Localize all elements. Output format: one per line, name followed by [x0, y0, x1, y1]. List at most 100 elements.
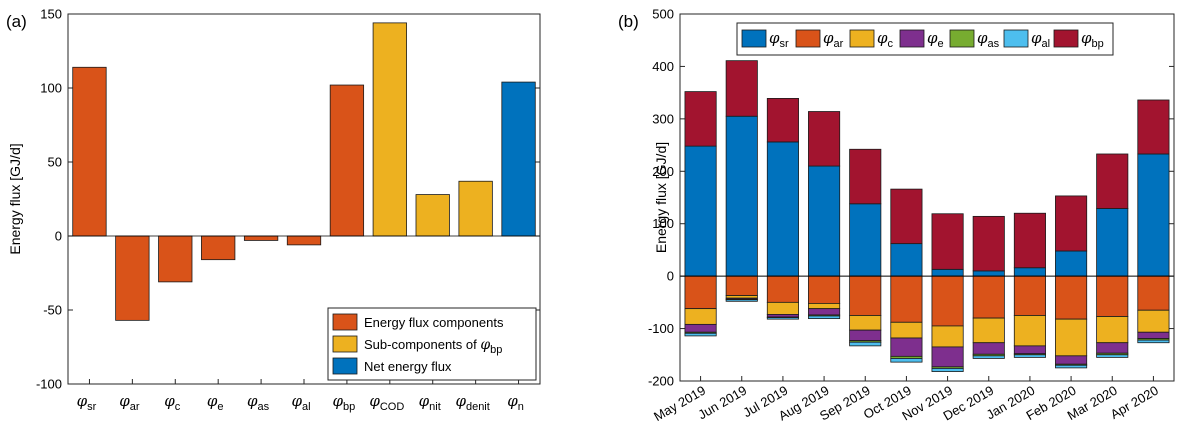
bar-segment-bp — [931, 213, 964, 270]
bar-segment-ar — [1055, 275, 1088, 320]
bar-n — [501, 81, 536, 237]
y-tick-label-b: 0 — [667, 269, 674, 284]
bar-segment-ar — [1137, 275, 1170, 311]
bar-segment-al — [1013, 354, 1046, 358]
bar-segment-sr — [1096, 208, 1129, 277]
bar-segment-al — [931, 368, 964, 372]
bar-segment-bp — [1137, 99, 1170, 155]
x-tick-label-COD: φCOD — [369, 392, 404, 413]
bar-segment-e — [931, 346, 964, 368]
bar-segment-bp — [849, 148, 882, 205]
bar-e — [201, 235, 236, 261]
legend-swatch-bp — [1053, 29, 1079, 48]
bar-segment-c — [1096, 316, 1129, 344]
bar-segment-e — [1096, 342, 1129, 354]
bar-segment-c — [1013, 315, 1046, 347]
bar-segment-bp — [972, 215, 1005, 272]
bar-segment-e — [890, 337, 923, 357]
bar-segment-c — [931, 325, 964, 348]
legend-swatch-net — [332, 357, 358, 375]
bar-segment-c — [1137, 309, 1170, 333]
bar-segment-sr — [972, 270, 1005, 277]
bar-segment-e — [1055, 355, 1088, 365]
bar-segment-bp — [1055, 195, 1088, 252]
x-tick-label-bp: φbp — [333, 392, 356, 413]
bar-segment-bp — [725, 60, 758, 117]
bar-segment-bp — [1096, 153, 1129, 209]
x-tick-label-sr: φsr — [77, 392, 97, 413]
bar-segment-ar — [931, 275, 964, 327]
bar-segment-al — [1055, 364, 1088, 369]
y-tick-label-a: 150 — [40, 7, 62, 22]
bar-ar — [115, 235, 150, 321]
bar-segment-al — [972, 355, 1005, 359]
axes-box-a — [67, 13, 541, 385]
legend-swatch-as — [949, 29, 975, 48]
bar-segment-al — [1137, 339, 1170, 344]
bar-segment-sr — [808, 165, 841, 277]
bar-segment-e — [1137, 331, 1170, 339]
y-tick-label-a: -50 — [43, 303, 62, 318]
bar-segment-ar — [808, 275, 841, 304]
bar-segment-bp — [1013, 212, 1046, 269]
bar-segment-sr — [725, 115, 758, 277]
bar-c — [158, 235, 193, 283]
legend-swatch-c — [849, 29, 875, 48]
legend-swatch-components — [332, 313, 358, 331]
bar-segment-sr — [849, 203, 882, 277]
bar-segment-c — [972, 317, 1005, 344]
y-tick-label-b: 400 — [652, 59, 674, 74]
bar-segment-bp — [808, 111, 841, 167]
bar-segment-al — [684, 332, 717, 337]
y-tick-label-b: -200 — [648, 374, 674, 389]
bar-segment-sr — [766, 141, 799, 277]
x-tick-label-c: φc — [164, 392, 181, 413]
bar-segment-sr — [890, 243, 923, 277]
bar-segment-ar — [972, 275, 1005, 319]
y-tick-label-b: 200 — [652, 164, 674, 179]
x-tick-label-e: φe — [207, 392, 224, 413]
x-tick-label-al: φal — [291, 392, 310, 413]
bar-segment-ar — [849, 275, 882, 316]
bar-nit — [415, 194, 450, 237]
bar-segment-sr — [1137, 153, 1170, 277]
bar-segment-sr — [1013, 267, 1046, 277]
legend-label-ar: φar — [823, 29, 844, 50]
bar-segment-ar — [684, 275, 717, 310]
panel-b-label: (b) — [618, 12, 639, 31]
x-tick-label-as: φas — [247, 392, 270, 413]
bar-segment-c — [1055, 318, 1088, 357]
bar-segment-e — [849, 329, 882, 342]
bar-segment-e — [1013, 345, 1046, 355]
bar-segment-e — [808, 308, 841, 316]
bar-segment-ar — [890, 275, 923, 323]
bar-denit — [458, 180, 493, 237]
y-tick-label-b: 300 — [652, 111, 674, 126]
legend-swatch-sr — [741, 29, 767, 48]
legend-swatch-e — [899, 29, 925, 48]
bar-segment-ar — [725, 275, 758, 296]
y-tick-label-a: 0 — [55, 229, 62, 244]
bar-segment-ar — [1013, 275, 1046, 316]
bar-al — [286, 235, 322, 246]
bar-segment-sr — [1055, 250, 1088, 277]
bar-segment-c — [849, 315, 882, 331]
legend-label-components: Energy flux components — [364, 315, 504, 330]
bar-segment-c — [890, 321, 923, 339]
legend-swatch-ar — [795, 29, 821, 48]
bar-segment-sr — [684, 145, 717, 277]
legend-label-al: φal — [1031, 29, 1050, 50]
bar-segment-c — [684, 308, 717, 325]
bar-segment-sr — [931, 268, 964, 277]
y-tick-label-a: -100 — [36, 377, 62, 392]
bar-segment-e — [684, 323, 717, 333]
legend-swatch-sub — [332, 335, 358, 353]
y-axis-label-a: Energy flux [GJ/d] — [7, 143, 23, 254]
bar-segment-al — [766, 317, 799, 320]
bar-COD — [372, 22, 407, 237]
bar-as — [243, 235, 279, 241]
legend-label-e: φe — [927, 29, 944, 50]
plot-area-b — [680, 14, 1174, 381]
x-tick-label-b: Apr 2020 — [1108, 383, 1161, 422]
